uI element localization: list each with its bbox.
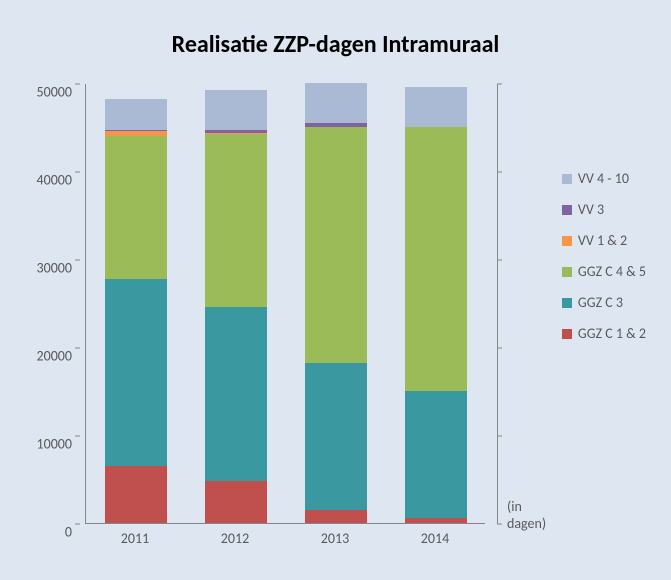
bar-seg: [305, 510, 367, 523]
legend-label: VV 3: [578, 201, 604, 218]
y-tick-mark: [75, 436, 80, 437]
legend-swatch: [562, 298, 572, 308]
bar-2011: [105, 99, 167, 523]
bar-seg: [405, 87, 467, 127]
y-tick-mark: [75, 348, 80, 349]
y-tick-label: 40000: [37, 172, 72, 189]
legend-swatch: [562, 329, 572, 339]
y-axis: 01000020000300004000050000: [25, 84, 80, 524]
legend-item: GGZ C 1 & 2: [562, 325, 646, 342]
bar-seg: [105, 136, 167, 279]
legend: VV 4 - 10 VV 3 VV 1 & 2 GGZ C 4 & 5 GGZ C 3 G…: [562, 170, 646, 356]
legend-label: GGZ C 4 & 5: [578, 263, 646, 280]
bar-seg: [405, 518, 467, 523]
legend-swatch: [562, 236, 572, 246]
legend-label: GGZ C 3: [578, 294, 623, 311]
legend-item: VV 1 & 2: [562, 232, 646, 249]
y-tick-mark: [75, 84, 80, 85]
y-tick-mark-right: [497, 84, 502, 85]
y-tick-mark-right: [497, 348, 502, 349]
bar-seg: [105, 279, 167, 466]
y-tick-label: 10000: [37, 436, 72, 453]
y-tick-mark: [75, 260, 80, 261]
y-tick-mark-right: [497, 260, 502, 261]
bar-seg: [205, 134, 267, 307]
bar-seg: [305, 363, 367, 510]
bar-seg: [105, 99, 167, 130]
y-tick-label: 50000: [37, 84, 72, 101]
legend-label: VV 4 - 10: [578, 170, 629, 187]
bar-seg: [305, 127, 367, 363]
x-axis: 2011 2012 2013 2014: [85, 524, 485, 554]
bar-2014: [405, 87, 467, 523]
chart-container: Realisatie ZZP-dagen Intramuraal 0 10000 2…: [0, 0, 671, 580]
y-tick-mark: [75, 524, 80, 525]
bar-2012: [205, 90, 267, 523]
bar-2013: [305, 83, 367, 523]
y-tick-label: 30000: [37, 260, 72, 277]
bar-seg: [405, 391, 467, 518]
legend-swatch: [562, 267, 572, 277]
bar-seg: [205, 307, 267, 480]
y-tick-label: 20000: [37, 348, 72, 365]
y-tick-mark-right: [497, 436, 502, 437]
y-tick-label: 0: [65, 524, 72, 541]
legend-item: VV 4 - 10: [562, 170, 646, 187]
annotation-in-dagen: (in dagen): [507, 498, 546, 532]
legend-label: GGZ C 1 & 2: [578, 325, 646, 342]
x-tick-label: 2013: [321, 530, 349, 547]
bar-seg: [305, 83, 367, 123]
legend-label: VV 1 & 2: [578, 232, 627, 249]
x-tick-label: 2014: [421, 530, 449, 547]
bar-seg: [205, 90, 267, 130]
bar-seg: [105, 466, 167, 523]
y-tick-mark-right: [497, 524, 502, 525]
legend-swatch: [562, 205, 572, 215]
legend-item: VV 3: [562, 201, 646, 218]
x-tick-label: 2012: [221, 530, 249, 547]
chart-title: Realisatie ZZP-dagen Intramuraal: [10, 30, 661, 59]
legend-item: GGZ C 3: [562, 294, 646, 311]
x-tick-label: 2011: [121, 530, 149, 547]
y-axis-right: [497, 84, 507, 524]
legend-item: GGZ C 4 & 5: [562, 263, 646, 280]
bars-region: [85, 84, 485, 524]
plot-area: 01000020000300004000050000 2011201220132…: [25, 84, 505, 554]
bar-seg: [405, 127, 467, 391]
y-tick-mark-right: [497, 172, 502, 173]
legend-swatch: [562, 174, 572, 184]
bar-seg: [205, 481, 267, 523]
y-tick-mark: [75, 172, 80, 173]
